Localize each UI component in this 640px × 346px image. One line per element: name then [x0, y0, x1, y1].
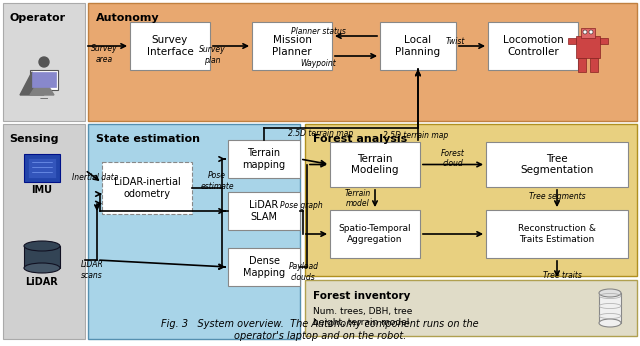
Bar: [305, 280, 637, 336]
Bar: [32, 72, 56, 87]
Text: —: —: [40, 94, 48, 103]
Bar: [486, 210, 628, 258]
Text: 2.5D terrain map: 2.5D terrain map: [383, 131, 449, 140]
Bar: [252, 22, 332, 70]
Text: Pose
estimate: Pose estimate: [200, 171, 234, 191]
Bar: [590, 58, 598, 72]
Text: State estimation: State estimation: [96, 134, 200, 144]
Text: Num. trees, DBH, tree: Num. trees, DBH, tree: [313, 307, 412, 316]
Text: Survey
area: Survey area: [91, 44, 117, 64]
Bar: [228, 140, 300, 178]
Text: Inertial data: Inertial data: [72, 173, 118, 182]
Text: Pose graph: Pose graph: [280, 201, 323, 210]
Text: Tree segments: Tree segments: [529, 192, 586, 201]
Bar: [30, 70, 58, 90]
Text: Local
Planning: Local Planning: [396, 35, 440, 57]
Text: Terrain
model: Terrain model: [345, 189, 371, 208]
Text: Terrain
Modeling: Terrain Modeling: [351, 154, 399, 175]
Bar: [88, 124, 300, 339]
Bar: [486, 142, 628, 187]
Text: Forest analysis: Forest analysis: [313, 134, 407, 144]
Bar: [24, 154, 60, 182]
Text: Twist: Twist: [445, 36, 465, 46]
Bar: [568, 38, 576, 44]
Bar: [102, 162, 192, 214]
Text: 2.5D terrain map: 2.5D terrain map: [289, 128, 354, 137]
Bar: [380, 22, 456, 70]
Text: Spatio-Temporal
Aggregation: Spatio-Temporal Aggregation: [339, 224, 412, 244]
Bar: [130, 22, 210, 70]
Circle shape: [589, 30, 593, 34]
Bar: [488, 22, 578, 70]
Text: Sensing: Sensing: [9, 134, 58, 144]
Text: Terrain
mapping: Terrain mapping: [243, 148, 285, 170]
Text: Reconstruction &
Traits Estimation: Reconstruction & Traits Estimation: [518, 224, 596, 244]
Bar: [305, 124, 637, 276]
Text: Operator: Operator: [9, 13, 65, 23]
Bar: [24, 246, 60, 268]
Ellipse shape: [24, 263, 60, 273]
Text: LiDAR-inertial
odometry: LiDAR-inertial odometry: [114, 177, 180, 199]
Bar: [88, 3, 637, 121]
Text: Mission
Planner: Mission Planner: [272, 35, 312, 57]
Bar: [28, 158, 56, 178]
Text: Waypoint: Waypoint: [300, 58, 336, 67]
Text: LiDAR: LiDAR: [26, 277, 58, 287]
Bar: [3, 124, 85, 339]
Text: Dense
Mapping: Dense Mapping: [243, 256, 285, 278]
Text: IMU: IMU: [31, 185, 52, 195]
Ellipse shape: [599, 289, 621, 297]
Polygon shape: [30, 76, 54, 95]
Text: LiDAR
scans: LiDAR scans: [81, 260, 104, 280]
Text: Fig. 3   System overview.  The Autonomy component runs on the
operator's laptop : Fig. 3 System overview. The Autonomy com…: [161, 319, 479, 341]
Bar: [3, 3, 85, 121]
Bar: [578, 58, 586, 72]
Ellipse shape: [24, 241, 60, 251]
Bar: [576, 36, 600, 58]
Text: Tree traits: Tree traits: [543, 272, 581, 281]
Bar: [330, 210, 420, 258]
Bar: [228, 192, 300, 230]
Text: Payload
clouds: Payload clouds: [289, 262, 319, 282]
Text: Planner status: Planner status: [291, 27, 346, 36]
Text: Forest
cloud: Forest cloud: [441, 149, 465, 168]
Text: LiDAR
SLAM: LiDAR SLAM: [250, 200, 278, 222]
Text: Autonomy: Autonomy: [96, 13, 159, 23]
Bar: [228, 248, 300, 286]
Circle shape: [583, 30, 587, 34]
Circle shape: [39, 57, 49, 67]
Text: Survey
Interface: Survey Interface: [147, 35, 193, 57]
Text: Tree
Segmentation: Tree Segmentation: [520, 154, 594, 175]
Text: height, terrain model: height, terrain model: [313, 318, 410, 327]
Bar: [599, 293, 621, 323]
Text: Forest inventory: Forest inventory: [313, 291, 410, 301]
Ellipse shape: [599, 319, 621, 327]
Text: Locomotion
Controller: Locomotion Controller: [502, 35, 563, 57]
Text: Survey
plan: Survey plan: [198, 45, 225, 65]
Polygon shape: [20, 72, 44, 95]
Bar: [330, 142, 420, 187]
Bar: [600, 38, 608, 44]
Bar: [581, 28, 595, 38]
